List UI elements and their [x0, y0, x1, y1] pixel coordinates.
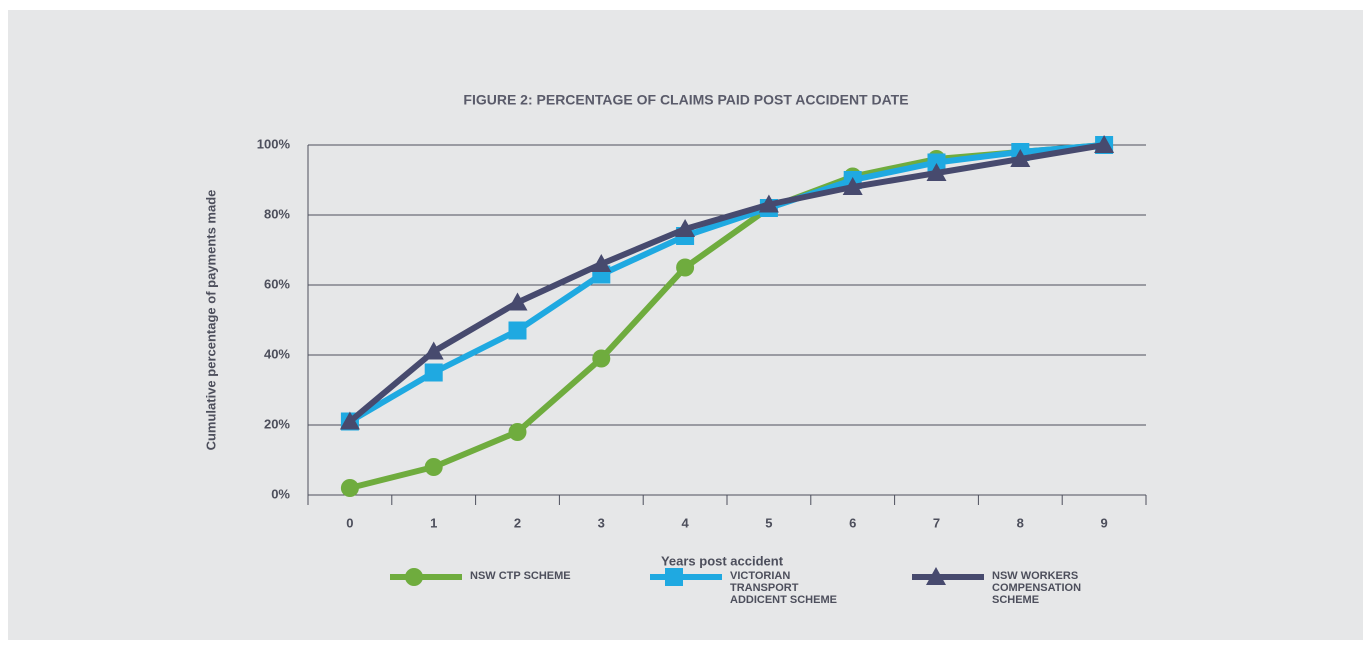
legend-icon	[650, 568, 722, 586]
marker	[508, 321, 527, 340]
chart-title: FIGURE 2: PERCENTAGE OF CLAIMS PAID POST…	[463, 92, 908, 108]
marker	[758, 194, 779, 213]
x-tick-label: 4	[681, 515, 689, 530]
y-tick-label: 80%	[264, 206, 290, 221]
x-tick-label: 6	[849, 515, 856, 530]
y-axis-label: Cumulative percentage of payments made	[203, 190, 218, 451]
x-tick-label: 7	[933, 515, 940, 530]
marker	[507, 292, 528, 311]
background	[8, 10, 1363, 640]
legend-item: NSW WORKERS COMPENSATION SCHEME	[912, 566, 1112, 606]
marker	[423, 341, 444, 360]
series-line	[348, 142, 1105, 425]
x-tick-label: 1	[430, 515, 437, 530]
marker	[339, 411, 360, 430]
marker	[424, 458, 443, 476]
y-tick-label: 60%	[264, 276, 290, 291]
legend-icon	[390, 568, 462, 586]
legend-label: VICTORIAN TRANSPORT ADDICENT SCHEME	[730, 570, 837, 606]
marker	[405, 568, 423, 586]
x-tick-label: 3	[598, 515, 605, 530]
marker	[676, 258, 695, 277]
series-line	[349, 142, 1105, 491]
y-tick-label: 20%	[264, 416, 290, 431]
y-tick-label: 100%	[257, 136, 291, 151]
x-axis-label: Years post accident	[661, 553, 784, 568]
legend-label: NSW CTP SCHEME	[470, 570, 571, 582]
marker	[926, 163, 947, 181]
x-tick-label: 8	[1017, 515, 1024, 530]
y-tick-label: 40%	[264, 346, 290, 361]
x-tick-label: 2	[514, 515, 521, 530]
marker	[1094, 135, 1115, 153]
marker	[340, 479, 359, 497]
marker	[508, 423, 527, 441]
marker	[591, 254, 612, 272]
legend-item: VICTORIAN TRANSPORT ADDICENT SCHEME	[650, 566, 850, 606]
marker	[592, 349, 611, 368]
marker	[675, 219, 696, 237]
legend-label: NSW WORKERS COMPENSATION SCHEME	[992, 570, 1082, 606]
y-tick-label: 0%	[271, 486, 290, 501]
marker	[424, 363, 443, 382]
marker	[1010, 149, 1031, 167]
series-line	[347, 142, 1105, 424]
legend-item: NSW CTP SCHEME	[390, 566, 590, 588]
marker	[926, 567, 946, 585]
marker	[665, 568, 683, 586]
legend-icon	[912, 567, 984, 585]
x-tick-label: 9	[1100, 515, 1107, 530]
x-tick-label: 0	[346, 515, 353, 530]
marker	[842, 177, 863, 195]
x-tick-label: 5	[765, 515, 772, 530]
marker	[927, 153, 946, 172]
